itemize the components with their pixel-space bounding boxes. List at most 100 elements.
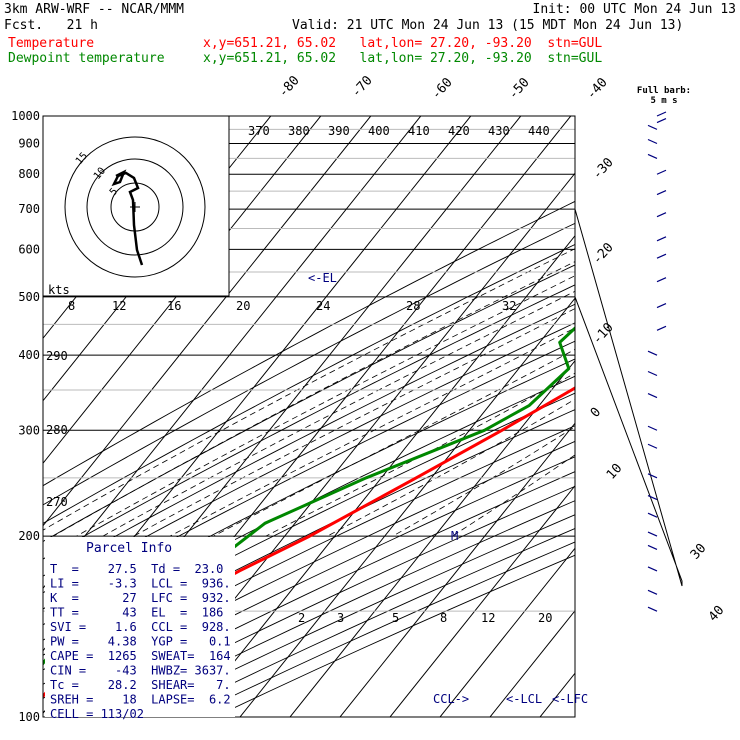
wind-barb xyxy=(656,253,667,259)
dry-adiabat xyxy=(43,116,575,717)
wind-barb xyxy=(647,495,658,501)
wind-barb xyxy=(647,606,658,612)
isotherm-label: -60 xyxy=(429,75,456,102)
mixing-ratio-label: 3 xyxy=(337,611,344,625)
wind-barb xyxy=(647,443,658,449)
wind-barb xyxy=(647,544,658,551)
wind-barb xyxy=(656,111,667,117)
el-marker: <-EL xyxy=(308,271,337,285)
wind-barb xyxy=(647,425,658,431)
wind-barb xyxy=(656,169,667,175)
isotherm-label: -70 xyxy=(349,73,376,100)
model-title: 3km ARW-WRF -- NCAR/MMM xyxy=(4,2,185,17)
hodograph-box xyxy=(42,115,230,297)
parcel-info-row: CELL = 113/02 xyxy=(50,707,144,721)
parcel-info-row: Tc = 28.2 SHEAR= 7. xyxy=(50,678,231,692)
wind-barb xyxy=(656,118,667,124)
dry-adiabat xyxy=(43,116,575,717)
mixing-ratio-label: 20 xyxy=(538,611,552,625)
wind-barb xyxy=(656,190,667,196)
moist-adiabat xyxy=(169,116,575,537)
pressure-label: 200 xyxy=(18,529,40,543)
dry-adiabat xyxy=(43,116,575,717)
pressure-label: 700 xyxy=(18,202,40,216)
dry-adiabat xyxy=(43,116,575,717)
theta-label: 270 xyxy=(46,495,68,509)
mixing-ratio-label: 2 xyxy=(298,611,305,625)
mixing-ratio-label: 20 xyxy=(236,299,250,313)
hodograph-ring xyxy=(64,136,206,278)
dewpoint-legend: Dewpoint temperature xyxy=(8,51,165,66)
theta-label: 400 xyxy=(368,124,390,138)
wind-barb xyxy=(656,212,667,218)
isotherm xyxy=(478,116,575,717)
forecast-hour: Fcst. 21 h xyxy=(4,18,98,33)
isotherm-label: 40 xyxy=(706,603,728,625)
dry-adiabat xyxy=(43,116,575,717)
mixing-ratio-label: 24 xyxy=(316,299,330,313)
pressure-label: 900 xyxy=(18,137,40,151)
wind-barb xyxy=(647,566,658,572)
isotherm xyxy=(629,103,740,730)
dry-adiabat xyxy=(43,116,575,717)
wind-barb xyxy=(656,236,667,242)
temperature-legend: Temperature xyxy=(8,36,95,51)
isotherm xyxy=(579,103,740,730)
mixing-ratio-label: 16 xyxy=(167,299,181,313)
wind-barb xyxy=(647,124,658,130)
isotherm-label: -40 xyxy=(584,75,611,102)
pressure-label: 1000 xyxy=(11,109,40,123)
parcel-info-row: LI = -3.3 LCL = 936. xyxy=(50,577,231,591)
parcel-info-row: K = 27 LFC = 932. xyxy=(50,591,231,605)
dry-adiabat xyxy=(214,116,575,717)
theta-label: 380 xyxy=(288,124,310,138)
isotherm xyxy=(43,116,432,717)
wind-barb xyxy=(656,325,667,331)
parcel-info-title: Parcel Info xyxy=(86,541,172,556)
isotherm xyxy=(43,116,382,717)
parcel-info-row: TT = 43 EL = 186 xyxy=(50,606,223,620)
theta-label: 290 xyxy=(46,349,68,363)
parcel-info-row: SREH = 18 LAPSE= 6.2 xyxy=(50,693,231,707)
pressure-label: 800 xyxy=(18,167,40,181)
wind-barb xyxy=(647,370,658,377)
mixing-ratio-label: 32 xyxy=(502,299,516,313)
wind-barb xyxy=(647,350,658,356)
moist-adiabat xyxy=(53,116,575,537)
plot-frame xyxy=(42,115,576,718)
mixing-ratio-label: 8 xyxy=(440,611,447,625)
isotherm xyxy=(43,116,332,717)
theta-label: 440 xyxy=(528,124,550,138)
isotherm xyxy=(278,116,575,717)
ccl-marker: CCL-> xyxy=(433,692,469,706)
dry-adiabat xyxy=(43,116,575,717)
moist-adiabat xyxy=(327,116,575,537)
pressure-label: 100 xyxy=(18,710,40,724)
temperature-location-info: x,y=651.21, 65.02 lat,lon= 27.20, -93.20… xyxy=(203,36,603,51)
theta-label: 420 xyxy=(448,124,470,138)
mixing-ratio-label: 5 xyxy=(392,611,399,625)
isotherm-label: -30 xyxy=(590,155,617,182)
moist-adiabat xyxy=(133,116,575,537)
valid-time: Valid: 21 UTC Mon 24 Jun 13 (15 MDT Mon … xyxy=(292,18,684,33)
wind-barb xyxy=(647,512,658,518)
wind-barb xyxy=(647,589,658,595)
m-marker: M xyxy=(451,529,458,543)
wind-barb xyxy=(647,473,658,479)
isotherm xyxy=(228,116,575,717)
moist-adiabat xyxy=(213,116,575,537)
wind-barb xyxy=(656,303,667,309)
pressure-label: 400 xyxy=(18,348,40,362)
isotherm xyxy=(428,116,575,717)
isotherm-label: -50 xyxy=(506,75,533,102)
barb-scale-label: Full barb: xyxy=(637,86,691,96)
isotherm-label: -80 xyxy=(276,73,303,100)
dry-adiabat xyxy=(43,116,575,717)
pressure-label: 300 xyxy=(18,423,40,437)
wind-barb xyxy=(656,277,667,283)
isotherm xyxy=(178,116,575,717)
lower-boundary xyxy=(574,208,683,587)
theta-label: 370 xyxy=(248,124,270,138)
hodograph-ring-label-inner: 5 xyxy=(108,186,120,198)
theta-label: 390 xyxy=(328,124,350,138)
